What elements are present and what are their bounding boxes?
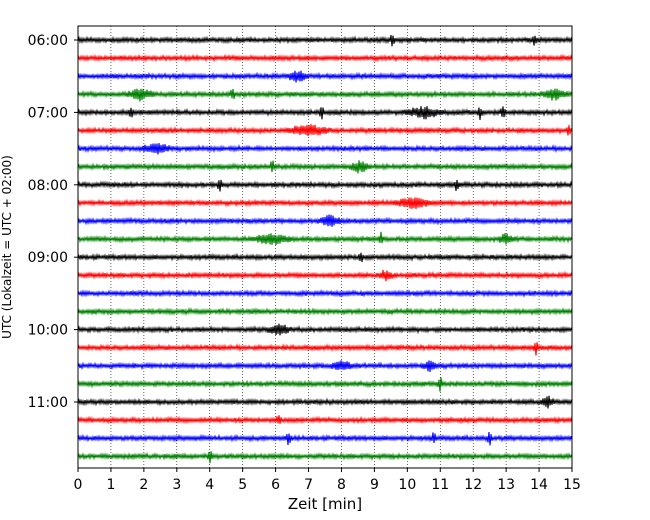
seismogram-trace xyxy=(77,288,573,298)
seismogram-trace xyxy=(77,395,573,409)
x-tick-label: 7 xyxy=(304,477,313,493)
seismogram-trace xyxy=(77,34,573,47)
x-tick-label: 15 xyxy=(563,477,581,493)
plot-frame xyxy=(77,25,573,469)
seismogram-trace xyxy=(77,197,573,210)
y-tick-label: 08:00 xyxy=(28,178,68,194)
y-tick-label: 07:00 xyxy=(28,105,68,121)
x-tick-label: 12 xyxy=(464,477,482,493)
seismogram-trace xyxy=(77,231,573,246)
x-tick-label: 6 xyxy=(271,477,280,493)
x-tick-label: 11 xyxy=(431,477,449,493)
y-tick-label: 06:00 xyxy=(28,33,68,49)
x-tick-label: 0 xyxy=(74,477,83,493)
x-tick-label: 8 xyxy=(337,477,346,493)
seismogram-trace xyxy=(77,306,573,316)
seismogram-trace xyxy=(77,415,573,425)
x-tick-label: 2 xyxy=(139,477,148,493)
x-tick-label: 1 xyxy=(106,477,115,493)
x-tick-label: 13 xyxy=(497,477,515,493)
x-axis: 0 1 2 3 4 5 6 7 8 9 10 11 12 13 14 15 xyxy=(74,468,581,493)
seismogram-trace xyxy=(77,451,573,464)
seismogram-trace xyxy=(77,252,573,263)
x-tick-label: 3 xyxy=(172,477,181,493)
x-axis-label: Zeit [min] xyxy=(288,495,362,513)
x-tick-label: 10 xyxy=(398,477,416,493)
seismogram-trace xyxy=(77,342,573,356)
seismogram-trace xyxy=(77,88,573,102)
trace-layer xyxy=(77,34,573,464)
seismogram-trace xyxy=(77,70,573,83)
y-axis: 06:00 07:00 08:00 09:00 10:00 11:00 xyxy=(28,33,78,411)
seismogram-trace xyxy=(77,377,573,392)
seismogram-trace xyxy=(77,124,573,137)
seismogram-trace xyxy=(77,323,573,336)
seismogram-trace xyxy=(77,214,573,227)
seismogram-trace xyxy=(77,432,573,446)
seismogram-trace xyxy=(77,53,573,63)
seismogram-trace xyxy=(77,142,573,155)
seismogram-trace xyxy=(77,160,573,174)
x-tick-label: 9 xyxy=(370,477,379,493)
x-tick-label: 4 xyxy=(205,477,214,493)
seismogram-trace xyxy=(77,360,573,372)
seismogram-trace xyxy=(77,179,573,192)
x-tick-label: 5 xyxy=(238,477,247,493)
y-tick-label: 10:00 xyxy=(28,323,68,339)
seismogram-trace xyxy=(77,270,573,282)
x-tick-label: 14 xyxy=(530,477,548,493)
y-axis-label: UTC (Lokalzeit = UTC + 02:00) xyxy=(0,155,14,339)
seismogram-trace xyxy=(77,106,573,120)
y-tick-label: 09:00 xyxy=(28,250,68,266)
y-tick-label: 11:00 xyxy=(28,395,68,411)
